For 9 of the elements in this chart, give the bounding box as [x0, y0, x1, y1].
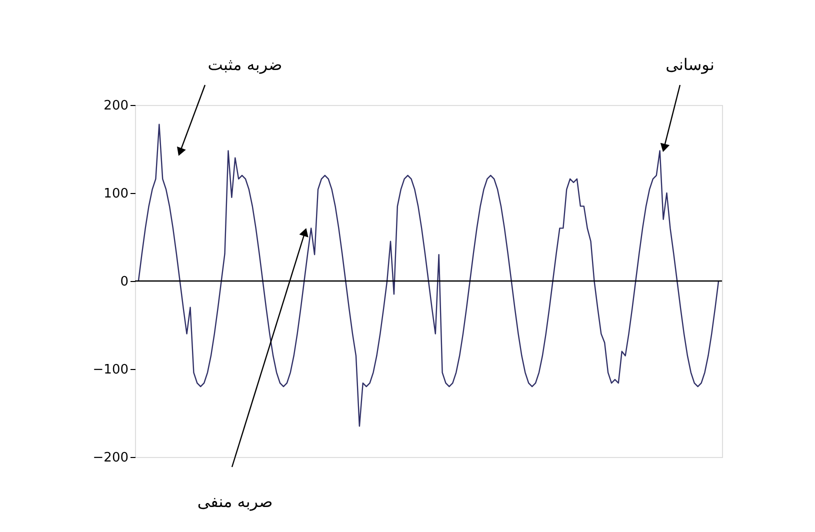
- line-series: [138, 124, 720, 427]
- y-tick-label: 100: [104, 186, 128, 202]
- y-tick-label: 0: [120, 274, 128, 290]
- y-tick-label: −200: [92, 450, 128, 466]
- text: ضربه مثبت: [208, 55, 282, 74]
- text: صربه منفی: [197, 492, 273, 511]
- text: نوسانی: [666, 55, 714, 74]
- y-tick-label: 200: [104, 98, 128, 114]
- y-tick-label: −100: [92, 362, 128, 378]
